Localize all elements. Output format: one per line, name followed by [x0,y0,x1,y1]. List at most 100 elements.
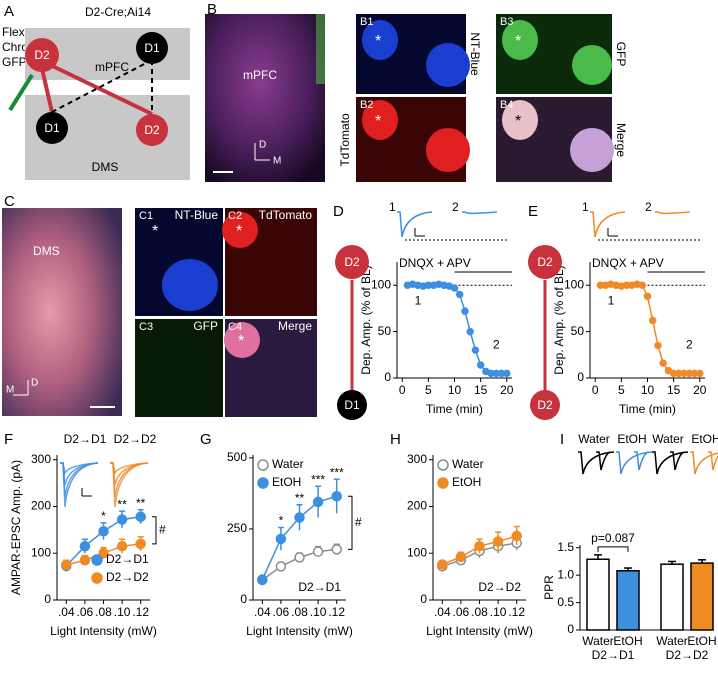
cell-label: D2 [537,255,553,269]
y-axis-label: PPR [542,575,556,600]
trace [110,462,149,486]
legend-label: Water [452,457,484,471]
x-axis-label: Time (min) [619,402,676,416]
trace [397,211,433,238]
x-tick-label: Water [656,634,688,648]
point [294,512,305,523]
legend-marker [437,459,449,471]
tile-id: C2 [228,210,242,222]
panel-letter: E [528,203,538,220]
legend-label: EtOH [452,475,481,489]
x-tick-label: 10 [641,383,655,397]
title: D2-Cre;Ai14 [85,5,151,19]
panel-b: B mPFC D M B1 B2 B3 B4 NT-Blue TdTomato … [205,1,628,182]
legend-label: D2→D1 [106,552,149,566]
point [654,341,662,350]
point [638,281,647,289]
y-tick-label: 100 [371,277,391,291]
trace-label: Water [652,432,684,446]
x-tick-label: 0 [399,383,406,397]
image [316,14,325,84]
cell [530,390,560,420]
region-label: DMS [33,244,60,258]
image [502,20,538,60]
trace-label: 1 [389,200,396,214]
trace-label: D2→D1 [64,432,107,446]
image [570,128,614,172]
trace [462,211,498,215]
trace [578,451,615,475]
x-axis-label: Light Intensity (mW) [50,624,157,638]
point [503,369,511,378]
axis-label: M [273,156,281,167]
point [312,496,324,508]
trace [616,451,653,475]
point [455,290,464,299]
tile-id: C3 [139,321,153,333]
point [474,540,485,552]
panel-a: A D2-Cre;Ai14 Flex- Chronos- GFP D2 D1 m… [2,3,190,180]
annotation: 2 [686,337,693,351]
panel-letter: D [333,203,344,220]
image [205,14,325,182]
projection [39,58,153,116]
cell [36,112,68,144]
y-tick-label: 300 [31,452,51,466]
syringe [8,73,34,112]
panel-letter: H [390,431,401,448]
x-tick-label: 15 [667,383,681,397]
tile-id: B1 [360,16,373,28]
y-tick-label: 0 [240,592,247,606]
stain-label: GFP [614,42,628,67]
x-tick-label: .08 [95,605,112,619]
panel-letter: A [4,3,14,20]
star: * [375,113,381,130]
point [466,327,474,336]
point [331,490,342,502]
y-tick-label: 0 [577,370,584,384]
image [572,45,612,85]
x-axis-label: Time (min) [426,402,483,416]
point [312,546,324,557]
point [471,346,480,354]
x-tick-label: .08 [471,605,488,619]
trace [60,462,99,486]
point [331,544,342,555]
x-tick-label: .06 [77,605,94,619]
x-tick-label: .04 [58,605,75,619]
annotation: 1 [415,293,422,307]
significance: ** [117,497,127,511]
significance: *** [330,465,344,479]
region-label: mPFC [243,68,277,82]
x-tick-label: .04 [254,605,271,619]
x-tick-label: 10 [448,383,462,397]
x-tick-label: 0 [592,383,599,397]
legend-label: EtOH [272,475,301,489]
legend-label: D2→D2 [106,570,149,584]
trace-label: D2→D2 [114,432,157,446]
stain-label: GFP [193,319,218,333]
point [79,554,91,566]
point [79,540,91,552]
cell [25,38,59,72]
projection [51,59,153,113]
point [450,284,459,292]
panel-letter: B [207,1,217,18]
star: * [236,223,242,240]
panel-letter: G [200,431,212,448]
bracket [597,546,629,552]
x-tick-label: .12 [328,605,345,619]
stain-label: TdTomato [259,208,313,222]
trace [690,451,718,475]
point [98,547,109,559]
group-label: D2→D1 [592,648,635,662]
point [659,359,667,367]
trace-label: 2 [645,200,652,214]
x-tick-label: .06 [273,605,290,619]
annotation: p=0.087 [591,531,635,545]
trace [596,451,611,471]
panel-letter: I [560,431,564,448]
y-axis-label: Dep. Amp. (% of BL) [552,265,566,374]
tile-id: B3 [500,16,513,28]
point [116,514,128,525]
